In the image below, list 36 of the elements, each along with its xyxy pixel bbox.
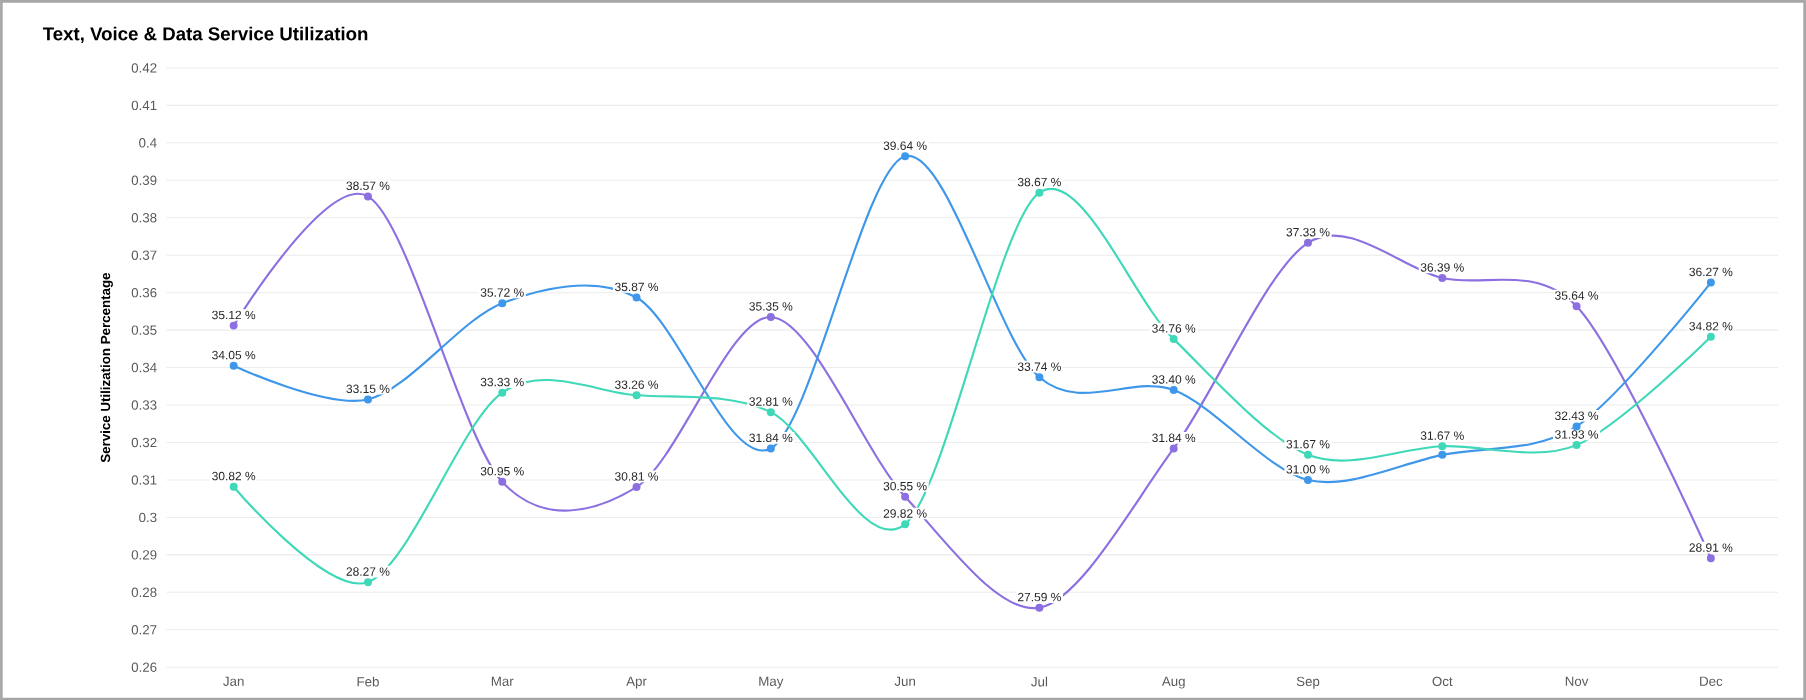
point: [1572, 301, 1581, 310]
point: [1706, 332, 1715, 341]
point: [229, 482, 238, 491]
point: [1303, 475, 1312, 484]
point: [363, 395, 372, 404]
point: [632, 293, 641, 302]
point: [1035, 373, 1044, 382]
point: [363, 192, 372, 201]
point: [498, 298, 507, 307]
point: [498, 388, 507, 397]
point: [229, 361, 238, 370]
point: [1438, 450, 1447, 459]
point: [632, 482, 641, 491]
point: [1303, 238, 1312, 247]
point: [1169, 334, 1178, 343]
point: [632, 391, 641, 400]
point: [1572, 440, 1581, 449]
point: [1169, 385, 1178, 394]
point: [901, 519, 910, 528]
point: [901, 492, 910, 501]
point: [498, 477, 507, 486]
point: [1303, 450, 1312, 459]
chart-title: Text, Voice & Data Service Utilization: [42, 26, 368, 43]
point: [766, 312, 775, 321]
point: [766, 444, 775, 453]
point: [901, 152, 910, 161]
point: [1706, 553, 1715, 562]
point: [1438, 273, 1447, 282]
point: [1169, 444, 1178, 453]
point: [1438, 441, 1447, 450]
point: [229, 321, 238, 330]
point: [1035, 603, 1044, 612]
point: [1035, 188, 1044, 197]
point: [363, 577, 372, 586]
point: [766, 407, 775, 416]
point: [1706, 278, 1715, 287]
